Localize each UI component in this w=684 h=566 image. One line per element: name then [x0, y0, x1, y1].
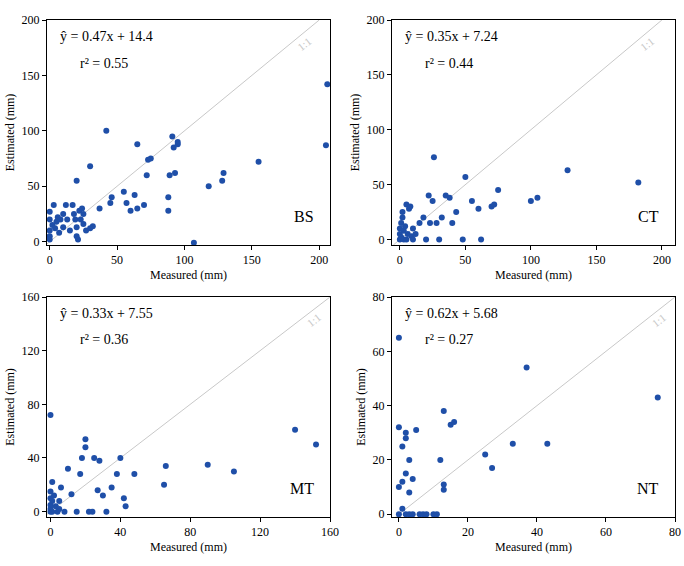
svg-text:0: 0 — [34, 505, 40, 519]
svg-text:100: 100 — [175, 253, 193, 267]
svg-text:40: 40 — [114, 525, 126, 539]
svg-text:200: 200 — [367, 13, 385, 27]
svg-text:r² = 0.36: r² = 0.36 — [80, 332, 128, 347]
svg-text:20: 20 — [373, 453, 385, 467]
svg-text:1:1: 1:1 — [305, 311, 323, 329]
svg-text:50: 50 — [28, 179, 40, 193]
svg-text:160: 160 — [22, 290, 40, 304]
svg-text:0: 0 — [379, 233, 385, 247]
svg-text:150: 150 — [243, 253, 261, 267]
svg-text:100: 100 — [522, 253, 540, 267]
svg-text:150: 150 — [587, 253, 605, 267]
svg-text:r² = 0.44: r² = 0.44 — [425, 56, 473, 71]
svg-text:80: 80 — [28, 398, 40, 412]
svg-text:0: 0 — [397, 253, 403, 267]
svg-text:r² = 0.55: r² = 0.55 — [80, 56, 128, 71]
svg-text:Measured (mm): Measured (mm) — [495, 540, 572, 554]
svg-text:ŷ = 0.33x + 7.55: ŷ = 0.33x + 7.55 — [60, 306, 153, 321]
svg-text:200: 200 — [310, 253, 328, 267]
svg-text:0: 0 — [379, 507, 385, 521]
svg-text:1:1: 1:1 — [650, 311, 668, 329]
svg-text:Measured (mm): Measured (mm) — [495, 268, 572, 282]
svg-text:50: 50 — [373, 178, 385, 192]
svg-text:40: 40 — [531, 525, 543, 539]
svg-text:0: 0 — [396, 525, 402, 539]
svg-text:150: 150 — [367, 68, 385, 82]
svg-text:ŷ = 0.62x + 5.68: ŷ = 0.62x + 5.68 — [405, 306, 498, 321]
svg-text:0: 0 — [34, 235, 40, 249]
svg-text:Estimated (mm): Estimated (mm) — [3, 368, 17, 446]
svg-text:200: 200 — [653, 253, 671, 267]
svg-text:150: 150 — [22, 69, 40, 83]
svg-text:1:1: 1:1 — [638, 35, 656, 53]
svg-text:CT: CT — [638, 208, 659, 225]
svg-text:120: 120 — [251, 525, 269, 539]
svg-text:Estimated (mm): Estimated (mm) — [348, 94, 362, 172]
svg-text:100: 100 — [367, 123, 385, 137]
svg-text:80: 80 — [373, 290, 385, 304]
svg-text:ŷ = 0.35x + 7.24: ŷ = 0.35x + 7.24 — [405, 29, 498, 44]
svg-text:200: 200 — [22, 13, 40, 27]
svg-text:80: 80 — [669, 525, 681, 539]
svg-text:60: 60 — [600, 525, 612, 539]
svg-text:0: 0 — [47, 253, 53, 267]
svg-text:50: 50 — [111, 253, 123, 267]
svg-text:Estimated (mm): Estimated (mm) — [3, 94, 17, 172]
svg-text:120: 120 — [22, 344, 40, 358]
svg-text:160: 160 — [321, 525, 339, 539]
svg-text:0: 0 — [47, 525, 53, 539]
svg-text:40: 40 — [373, 399, 385, 413]
svg-text:50: 50 — [459, 253, 471, 267]
svg-text:MT: MT — [290, 480, 314, 497]
svg-text:BS: BS — [294, 208, 314, 225]
svg-text:r² = 0.27: r² = 0.27 — [425, 332, 473, 347]
svg-text:60: 60 — [373, 345, 385, 359]
svg-text:Measured (mm): Measured (mm) — [150, 268, 227, 282]
svg-text:Estimated (mm): Estimated (mm) — [354, 368, 368, 446]
svg-text:ŷ = 0.47x + 14.4: ŷ = 0.47x + 14.4 — [60, 29, 153, 44]
svg-text:1:1: 1:1 — [295, 35, 313, 53]
svg-text:20: 20 — [462, 525, 474, 539]
svg-text:Measured (mm): Measured (mm) — [150, 540, 227, 554]
svg-text:NT: NT — [637, 480, 659, 497]
svg-text:40: 40 — [28, 451, 40, 465]
svg-text:100: 100 — [22, 124, 40, 138]
svg-text:80: 80 — [184, 525, 196, 539]
